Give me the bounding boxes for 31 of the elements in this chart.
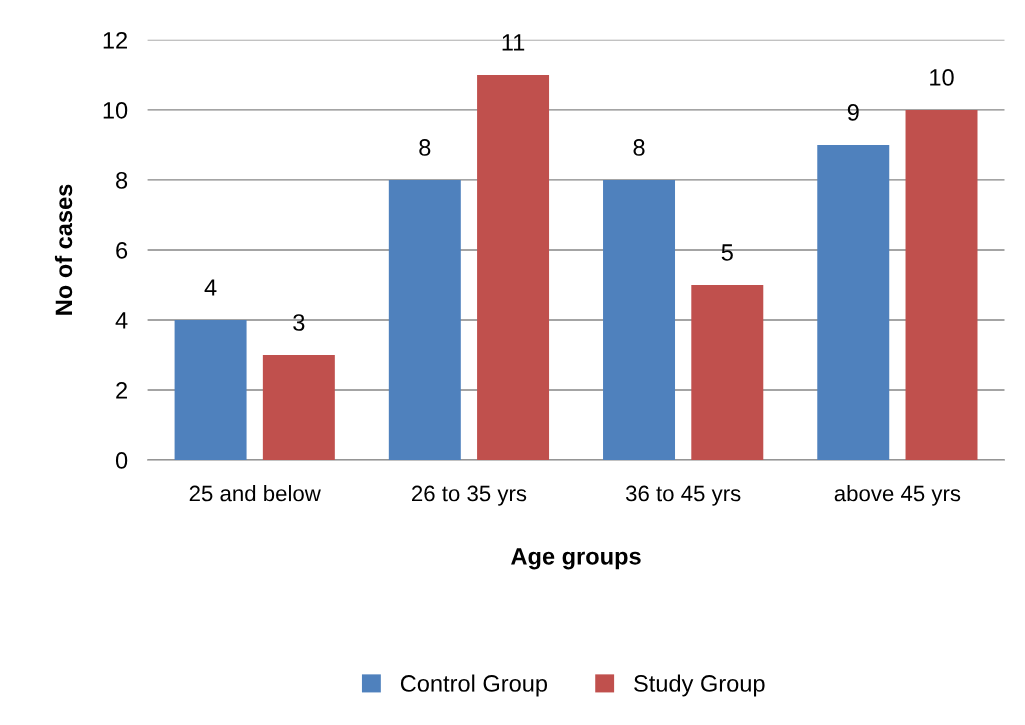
data-label: 5	[721, 244, 733, 261]
data-label: 3	[293, 314, 305, 331]
x-tick-label: 26 to 35 yrs	[412, 485, 527, 506]
data-label: 8	[419, 139, 431, 156]
x-tick-label: 36 to 45 yrs	[625, 485, 741, 506]
legend-label: Control Group	[400, 674, 548, 697]
bar	[174, 319, 247, 461]
legend-label: Study Group	[634, 674, 765, 697]
y-axis-title: No of cases	[54, 184, 73, 315]
data-label: 9	[847, 104, 859, 121]
x-axis-title: Age groups	[511, 548, 641, 570]
bar	[388, 179, 461, 461]
bar	[691, 284, 764, 461]
bar	[477, 74, 550, 461]
bar	[603, 179, 676, 461]
bar	[817, 144, 890, 461]
data-label: 8	[633, 139, 645, 156]
y-tick-label: 0	[115, 452, 128, 469]
bar	[262, 354, 335, 461]
y-tick-label: 10	[103, 101, 128, 119]
data-label: 4	[204, 279, 217, 296]
bar	[905, 109, 978, 461]
y-tick-label: 8	[116, 171, 128, 189]
y-tick-label: 2	[116, 382, 127, 399]
y-tick-label: 12	[103, 31, 127, 49]
x-tick-label: 25 and below	[189, 485, 321, 502]
data-label: 10	[930, 69, 954, 86]
y-tick-label: 6	[116, 242, 128, 259]
y-tick-label: 4	[115, 312, 128, 329]
data-label: 11	[502, 34, 525, 51]
x-tick-label: above 45 yrs	[834, 485, 961, 506]
